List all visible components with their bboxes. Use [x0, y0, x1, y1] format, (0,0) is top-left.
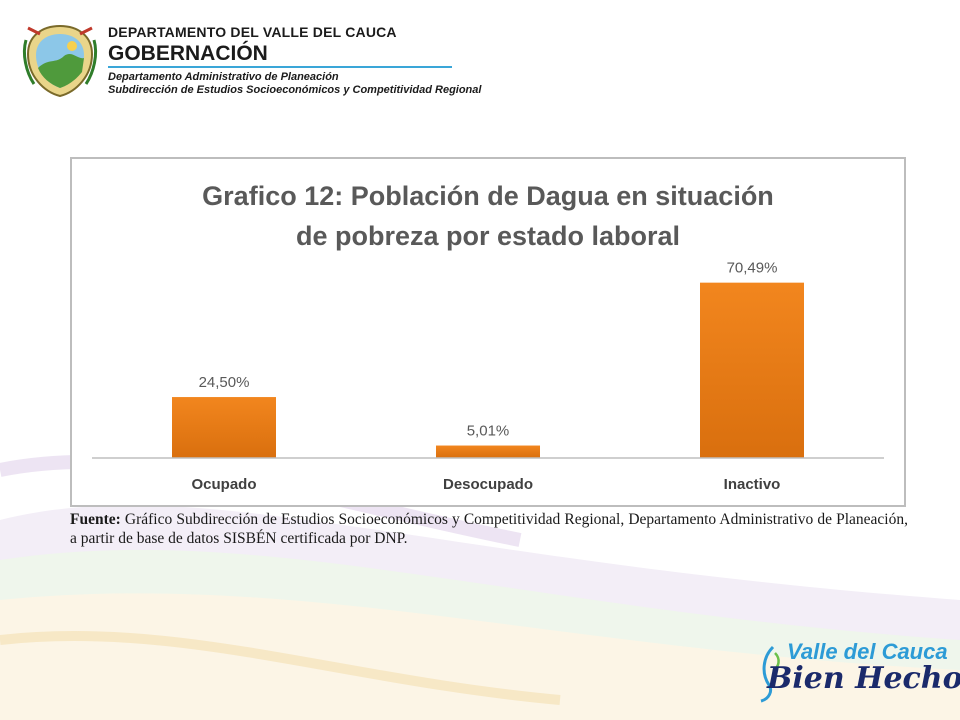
department-title: DEPARTAMENTO DEL VALLE DEL CAUCA — [108, 24, 397, 40]
admin-office-line: Departamento Administrativo de Planeació… — [108, 71, 339, 83]
category-label-inactivo: Inactivo — [724, 476, 781, 493]
bar-ocupado — [172, 397, 276, 458]
logo-line-1: Valle del Cauca — [787, 639, 948, 664]
header: DEPARTAMENTO DEL VALLE DEL CAUCA GOBERNA… — [18, 18, 482, 108]
bar-inactivo — [700, 282, 804, 458]
logo-line-2: Bien Hecho! — [767, 661, 960, 696]
valle-del-cauca-logo: Valle del Cauca Bien Hecho! — [755, 635, 960, 705]
header-divider — [108, 66, 452, 68]
coat-of-arms-icon — [22, 24, 98, 98]
data-label-inactivo: 70,49% — [727, 260, 778, 277]
data-label-desocupado: 5,01% — [467, 423, 510, 440]
data-label-ocupado: 24,50% — [199, 374, 250, 391]
source-label: Fuente: — [70, 511, 121, 528]
category-label-ocupado: Ocupado — [191, 476, 256, 493]
bird-swoosh-icon — [760, 645, 780, 703]
source-caption: Fuente: Gráfico Subdirección de Estudios… — [70, 510, 908, 548]
chart-frame: Grafico 12: Población de Dagua en situac… — [70, 157, 906, 507]
source-text: Gráfico Subdirección de Estudios Socioec… — [70, 511, 908, 547]
sub-office-line: Subdirección de Estudios Socioeconómicos… — [108, 84, 482, 96]
category-label-desocupado: Desocupado — [443, 476, 533, 493]
bar-desocupado — [436, 445, 540, 458]
governorate-title: GOBERNACIÓN — [108, 42, 268, 65]
chart-title-line-1: Grafico 12: Población de Dagua en situac… — [202, 181, 774, 211]
bar-chart: Grafico 12: Población de Dagua en situac… — [92, 181, 884, 493]
chart-title-line-2: de pobreza por estado laboral — [296, 221, 680, 251]
